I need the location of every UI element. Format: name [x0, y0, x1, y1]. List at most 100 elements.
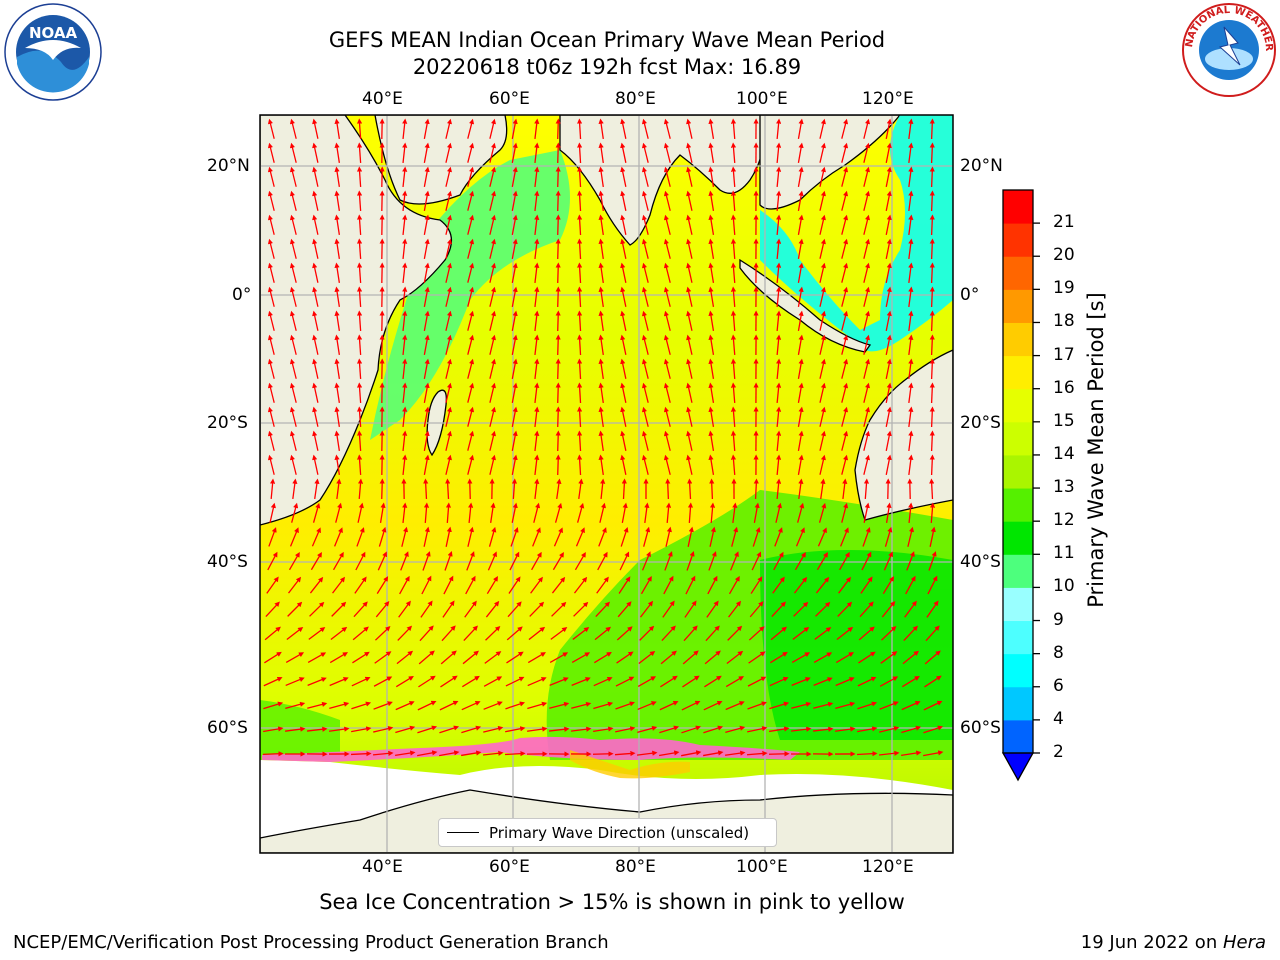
lon-tick-top-60e: 60°E [489, 89, 530, 109]
wave-arrow [708, 382, 715, 403]
wave-arrow [350, 751, 372, 757]
wave-arrow [356, 142, 363, 164]
wave-arrow [598, 527, 607, 547]
wave-arrow [402, 214, 408, 236]
colorbar-band [1003, 686, 1033, 721]
wave-arrow [706, 600, 719, 618]
lat-tick-left-20n: 20°N [207, 156, 250, 176]
colorbar-band [1003, 554, 1033, 588]
wave-arrow [402, 358, 408, 380]
wave-arrow [776, 334, 782, 356]
wave-arrow [555, 166, 561, 188]
wave-arrow [489, 430, 497, 451]
wave-arrow [663, 334, 671, 355]
wave-arrow [534, 286, 540, 308]
wave-arrow [902, 650, 920, 665]
wave-arrow [509, 551, 520, 571]
wave-arrow [351, 701, 372, 710]
wave-arrow [863, 454, 871, 475]
wave-arrow [402, 262, 408, 284]
wave-arrow [687, 478, 693, 500]
wave-arrow [901, 675, 920, 688]
wave-arrow [534, 238, 540, 260]
wave-arrow [267, 551, 278, 571]
wave-arrow [379, 478, 385, 500]
wave-arrow [445, 454, 452, 475]
wave-arrow [555, 310, 561, 332]
wave-arrow [905, 575, 916, 595]
wave-arrow [532, 527, 541, 547]
wave-arrow [686, 262, 693, 283]
wave-arrow [356, 286, 363, 308]
wave-arrow [663, 382, 671, 403]
wave-arrow [819, 286, 826, 307]
wave-arrow [901, 750, 922, 757]
sea-ice-note: Sea Ice Concentration > 15% is shown in … [319, 890, 905, 914]
wave-arrow [620, 310, 627, 331]
wave-arrow [423, 502, 430, 524]
wave-arrow [929, 262, 935, 284]
wave-arrow [534, 262, 540, 284]
wave-arrow [841, 430, 849, 451]
wave-arrow [548, 726, 570, 732]
wave-arrow [639, 625, 655, 641]
wave-arrow [684, 600, 697, 618]
wave-arrow [841, 454, 849, 475]
colorbar-label-wrap: Primary Wave Mean Period [s] [1066, 230, 1126, 670]
wave-arrow [312, 286, 319, 307]
wave-arrow [506, 626, 523, 641]
wave-arrow [598, 382, 604, 404]
wave-arrow [708, 238, 715, 259]
colorbar-tick-label: 13 [1053, 477, 1075, 498]
wave-arrow [835, 701, 856, 710]
wave-arrow [620, 214, 627, 235]
wave-arrow [395, 750, 416, 756]
wave-arrow [445, 526, 452, 547]
wave-arrow [511, 406, 518, 427]
wave-arrow [402, 406, 408, 428]
wave-arrow [797, 502, 805, 523]
wave-arrow [730, 118, 737, 140]
wave-arrow [555, 382, 561, 404]
wave-arrow [443, 575, 454, 595]
wave-arrow [750, 576, 763, 594]
wave-arrow [285, 677, 305, 687]
wave-arrow [352, 651, 370, 664]
wave-arrow [511, 262, 518, 283]
wave-arrow [402, 118, 408, 140]
wave-arrow [665, 478, 671, 500]
wave-arrow [708, 430, 715, 451]
wave-arrow [686, 358, 693, 379]
wave-arrow [883, 551, 893, 571]
wave-arrow [419, 625, 434, 642]
wave-arrow [639, 600, 654, 618]
wave-arrow [441, 625, 456, 642]
wave-arrow [312, 406, 319, 427]
wave-arrow [445, 286, 452, 307]
wave-arrow [289, 286, 297, 307]
wave-arrow [703, 725, 724, 734]
wave-arrow [356, 310, 363, 332]
wave-arrow [292, 478, 298, 500]
wave-arrow [353, 601, 368, 618]
wave-arrow [486, 576, 498, 595]
wave-arrow [858, 651, 876, 664]
wave-arrow [730, 454, 737, 476]
wave-arrow [863, 502, 870, 523]
nws-logo: NATIONAL WEATHER SERVICE [1180, 1, 1276, 97]
wave-arrow [356, 382, 363, 404]
wave-arrow [289, 358, 297, 379]
wave-arrow [929, 526, 936, 547]
wave-arrow [813, 701, 834, 709]
wave-arrow [267, 406, 275, 427]
wave-arrow [555, 286, 561, 308]
wave-arrow [397, 625, 413, 641]
wave-arrow [373, 701, 393, 710]
wave-arrow [461, 701, 481, 711]
wave-arrow [267, 166, 275, 187]
wave-arrow [334, 454, 340, 475]
wave-arrow [356, 406, 363, 428]
wave-arrow [467, 214, 475, 235]
wave-arrow [511, 238, 518, 259]
wave-arrow [857, 676, 877, 687]
